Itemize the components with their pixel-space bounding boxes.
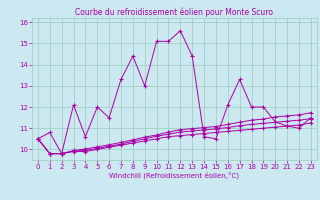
Title: Courbe du refroidissement éolien pour Monte Scuro: Courbe du refroidissement éolien pour Mo…: [76, 8, 273, 17]
X-axis label: Windchill (Refroidissement éolien,°C): Windchill (Refroidissement éolien,°C): [109, 172, 239, 179]
